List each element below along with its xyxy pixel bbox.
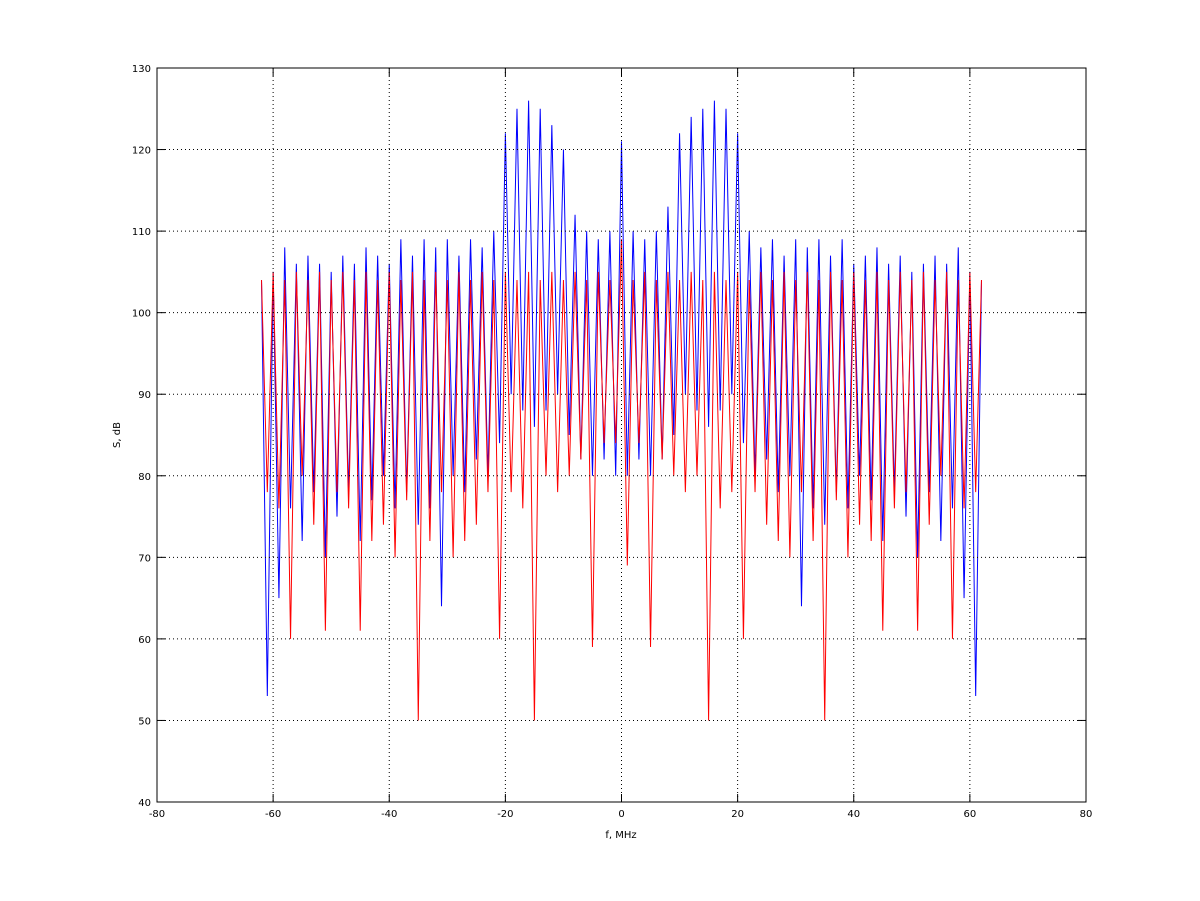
y-tick-label: 130 bbox=[132, 64, 151, 75]
x-tick-label: 60 bbox=[964, 809, 977, 820]
x-axis-label: f, MHz bbox=[605, 830, 636, 841]
y-tick-label: 120 bbox=[132, 146, 151, 157]
y-axis-label: S, dB bbox=[112, 422, 123, 448]
x-tick-label: 0 bbox=[618, 809, 624, 820]
x-tick-label: -80 bbox=[149, 809, 165, 820]
x-tick-label: -40 bbox=[381, 809, 397, 820]
x-tick-label: 80 bbox=[1080, 809, 1093, 820]
y-tick-label: 40 bbox=[138, 798, 151, 809]
x-tick-label: -60 bbox=[265, 809, 281, 820]
x-tick-label: 20 bbox=[731, 809, 744, 820]
y-tick-label: 90 bbox=[138, 390, 151, 401]
y-tick-label: 100 bbox=[132, 309, 151, 320]
y-tick-label: 70 bbox=[138, 553, 151, 564]
x-tick-label: -20 bbox=[497, 809, 513, 820]
y-tick-label: 60 bbox=[138, 635, 151, 646]
y-tick-label: 80 bbox=[138, 472, 151, 483]
series-line bbox=[261, 100, 982, 696]
y-tick-label: 50 bbox=[138, 716, 151, 727]
x-tick-label: 40 bbox=[847, 809, 860, 820]
y-tick-label: 110 bbox=[132, 227, 151, 238]
series-line bbox=[261, 239, 982, 721]
